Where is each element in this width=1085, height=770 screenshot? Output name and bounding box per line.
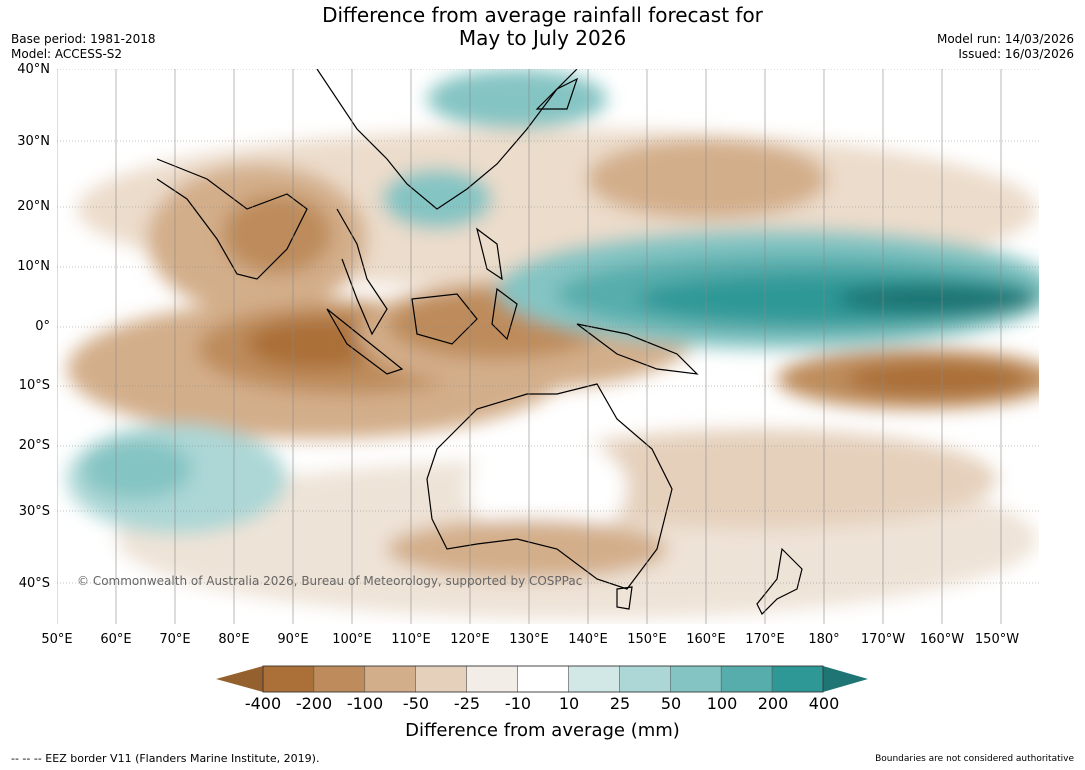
model-name: Model: ACCESS-S2 — [11, 47, 123, 61]
meta-left: Base period: 1981-2018 Model: ACCESS-S2 — [11, 32, 156, 62]
colorbar-label-neg50: -50 — [402, 694, 430, 713]
colorbar-segment — [517, 665, 569, 693]
colorbar-label-neg10: -10 — [504, 694, 532, 713]
eez-border-note: -- -- -- EEZ border V11 (Flanders Marine… — [11, 752, 320, 765]
lon-label-150e: 150°E — [627, 632, 667, 647]
issued-date: Issued: 16/03/2026 — [958, 47, 1074, 61]
anomaly-shading — [67, 69, 1039, 619]
colorbar-label-neg200: -200 — [295, 694, 333, 713]
title-line-2: May to July 2026 — [458, 26, 627, 50]
title-line-1: Difference from average rainfall forecas… — [322, 3, 763, 27]
lon-label-180: 180° — [808, 632, 840, 647]
lat-label-30n: 30°N — [17, 134, 50, 149]
rainfall-map — [57, 69, 1039, 624]
lat-label-20n: 20°N — [17, 199, 50, 214]
lat-label-40n: 40°N — [17, 62, 50, 77]
colorbar-segment — [568, 665, 620, 693]
lon-label-130e: 130°E — [509, 632, 549, 647]
colorbar — [216, 665, 868, 693]
lon-label-60e: 60°E — [100, 632, 132, 647]
lat-label-30s: 30°S — [18, 504, 50, 519]
lat-label-10s: 10°S — [18, 378, 50, 393]
colorbar-segment — [364, 665, 416, 693]
colorbar-outline — [262, 665, 824, 693]
copyright-notice: © Commonwealth of Australia 2026, Bureau… — [77, 574, 583, 588]
colorbar-label-neg25: -25 — [453, 694, 481, 713]
colorbar-label-50: 50 — [660, 694, 682, 713]
lat-label-40s: 40°S — [18, 576, 50, 591]
lon-label-80e: 80°E — [218, 632, 250, 647]
lon-label-170e: 170°E — [745, 632, 785, 647]
colorbar-title: Difference from average (mm) — [405, 720, 680, 741]
colorbar-label-neg400: -400 — [244, 694, 282, 713]
colorbar-segment — [619, 665, 671, 693]
lon-label-140e: 140°E — [568, 632, 608, 647]
meta-right: Model run: 14/03/2026 Issued: 16/03/2026 — [937, 32, 1074, 62]
lat-label-10n: 10°N — [17, 259, 50, 274]
colorbar-high-end — [823, 666, 868, 692]
lon-label-110e: 110°E — [391, 632, 431, 647]
coastlines — [156, 69, 803, 616]
colorbar-segment — [262, 665, 315, 693]
colorbar-segment — [415, 665, 467, 693]
lon-label-150w: 150°W — [974, 632, 1020, 647]
lon-label-100e: 100°E — [332, 632, 372, 647]
colorbar-label-200: 200 — [757, 694, 789, 713]
lon-label-90e: 90°E — [277, 632, 309, 647]
colorbar-segment — [466, 665, 518, 693]
colorbar-label-100: 100 — [706, 694, 738, 713]
colorbar-segment — [670, 665, 722, 693]
colorbar-segment — [771, 665, 824, 693]
graticule-meridians — [57, 69, 1002, 624]
colorbar-label-25: 25 — [609, 694, 631, 713]
colorbar-label-10: 10 — [558, 694, 580, 713]
lon-label-170w: 170°W — [860, 632, 906, 647]
lon-label-70e: 70°E — [159, 632, 191, 647]
lat-label-equator: 0° — [35, 319, 50, 334]
lon-label-50e: 50°E — [41, 632, 73, 647]
base-period: Base period: 1981-2018 — [11, 32, 156, 46]
chart-title: Difference from average rainfall forecas… — [0, 4, 1085, 50]
lon-label-160e: 160°E — [686, 632, 726, 647]
boundaries-disclaimer: Boundaries are not considered authoritat… — [875, 754, 1074, 764]
model-run: Model run: 14/03/2026 — [936, 32, 1074, 46]
colorbar-label-400: 400 — [808, 694, 840, 713]
colorbar-segment — [720, 665, 773, 693]
colorbar-low-end — [216, 666, 263, 692]
colorbar-segment — [313, 665, 366, 693]
lon-label-160w: 160°W — [919, 632, 965, 647]
lat-label-20s: 20°S — [18, 438, 50, 453]
colorbar-label-neg100: -100 — [346, 694, 384, 713]
lon-label-120e: 120°E — [450, 632, 490, 647]
